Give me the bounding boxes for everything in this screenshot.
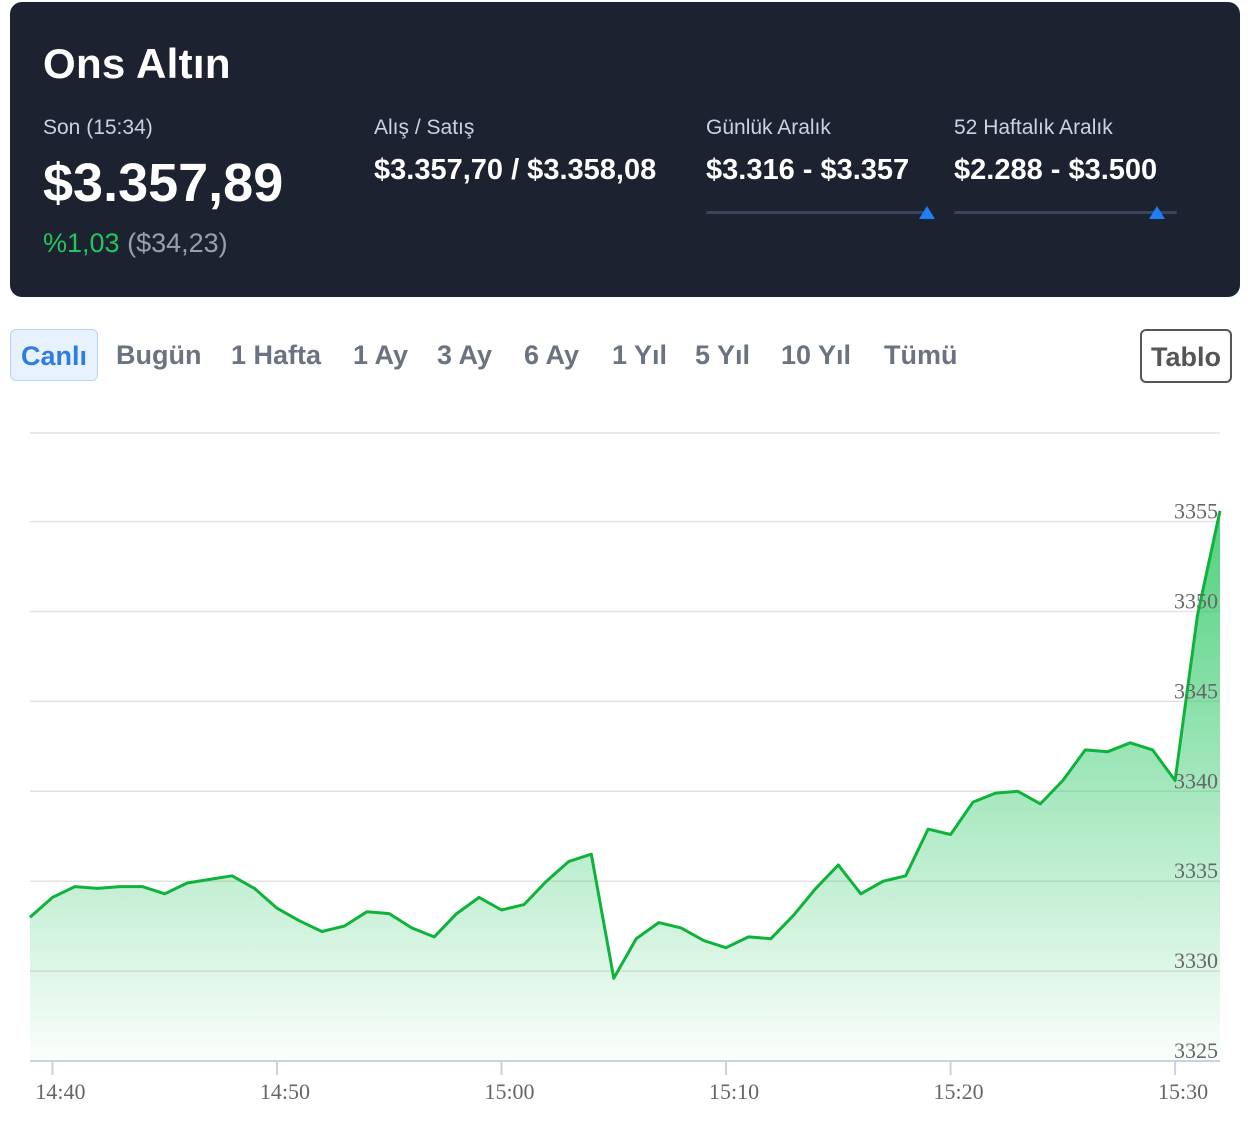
- price-area-fill: [30, 510, 1220, 1061]
- y-tick-label: 3325: [1174, 1038, 1218, 1063]
- tab-1-hafta[interactable]: 1 Hafta: [231, 340, 322, 370]
- price-change: %1,03 ($34,23): [43, 228, 228, 259]
- week52-range-value: $2.288 - $3.500: [954, 154, 1158, 186]
- tab-3-ay[interactable]: 3 Ay: [437, 340, 493, 370]
- y-tick-label: 3330: [1174, 948, 1218, 973]
- y-tick-label: 3340: [1174, 768, 1218, 793]
- week52-range-marker-icon: [1148, 206, 1165, 219]
- daily-range-marker-icon: [918, 206, 935, 219]
- price-line: [29, 510, 1222, 980]
- bid-ask-label: Alış / Satış: [374, 116, 475, 139]
- last-price-label: Son (15:34): [43, 116, 153, 139]
- bid-ask-value: $3.357,70 / $3.358,08: [374, 154, 657, 186]
- x-tick-label: 15:30: [1158, 1079, 1208, 1104]
- daily-range-value: $3.316 - $3.357: [706, 154, 910, 186]
- x-tick-label: 14:50: [260, 1079, 310, 1104]
- tab-5-yil[interactable]: 5 Yıl: [695, 340, 751, 370]
- y-tick-label: 3350: [1174, 589, 1218, 614]
- week52-range-bar: [954, 211, 1177, 214]
- daily-range-label: Günlük Aralık: [706, 116, 831, 139]
- x-tick-label: 15:10: [709, 1079, 759, 1104]
- y-tick-label: 3345: [1174, 678, 1218, 703]
- tab-tumu[interactable]: Tümü: [884, 340, 958, 370]
- tab-1-yil[interactable]: 1 Yıl: [612, 340, 668, 370]
- change-amount: ($34,23): [127, 228, 228, 258]
- instrument-title: Ons Altın: [43, 40, 231, 87]
- daily-range-bar: [706, 211, 931, 214]
- tab-10-yil[interactable]: 10 Yıl: [781, 340, 852, 370]
- tab-bugun[interactable]: Bugün: [116, 340, 202, 370]
- tab-1-ay[interactable]: 1 Ay: [353, 340, 409, 370]
- x-tick-label: 15:20: [934, 1079, 984, 1104]
- tab-canli[interactable]: Canlı: [10, 329, 99, 381]
- x-tick-label: 14:40: [35, 1079, 85, 1104]
- last-price: $3.357,89: [43, 153, 284, 213]
- y-tick-label: 3355: [1174, 499, 1218, 524]
- table-view-button[interactable]: Tablo: [1140, 329, 1232, 383]
- price-chart[interactable]: 3325 3330 3335 3340 3345 3350 3355 14:40 14:50 1…: [0, 400, 1250, 1122]
- change-percent: %1,03: [43, 228, 120, 258]
- period-tabs: Canlı Bugün 1 Hafta 1 Ay 3 Ay 6 Ay 1 Yıl…: [10, 329, 1232, 383]
- week52-range-label: 52 Haftalık Aralık: [954, 116, 1113, 139]
- tab-6-ay[interactable]: 6 Ay: [524, 340, 580, 370]
- quote-header: Ons Altın Son (15:34) $3.357,89 %1,03 ($…: [10, 2, 1240, 297]
- x-tick-label: 15:00: [484, 1079, 534, 1104]
- y-tick-label: 3335: [1174, 858, 1218, 883]
